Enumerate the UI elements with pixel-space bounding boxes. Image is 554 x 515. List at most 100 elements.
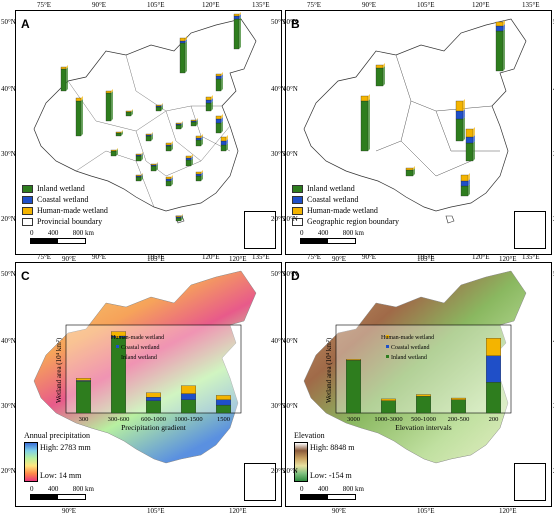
chart-bar xyxy=(215,395,231,400)
lat-left-label: 20°N xyxy=(271,215,286,223)
map-bar-segment xyxy=(233,15,240,20)
map-bar-side xyxy=(151,133,153,136)
chart-bar xyxy=(381,400,397,414)
chart-bar xyxy=(485,382,501,414)
panel-a-label: A xyxy=(21,17,30,31)
chart-bar xyxy=(145,400,161,414)
map-bar-side xyxy=(221,72,223,76)
map-bar-segment xyxy=(195,175,202,182)
map-bar-segment xyxy=(75,100,82,137)
map-bar-segment xyxy=(195,137,202,141)
map-bar-side xyxy=(196,119,198,122)
map-bar-segment xyxy=(215,118,222,124)
map-bar-side xyxy=(161,103,163,106)
china-outline-b xyxy=(303,18,527,212)
map-bar-side xyxy=(503,29,505,71)
map-bar-side xyxy=(201,170,203,174)
map-bar-segment xyxy=(495,21,504,27)
map-bar-segment xyxy=(165,180,172,187)
colorbar-c-high: High: 2783 mm xyxy=(40,443,91,452)
map-bar-segment xyxy=(220,136,227,142)
scale-b-2: 800 km xyxy=(342,229,364,237)
lat-left-label: 30°N xyxy=(271,402,286,410)
map-bar-segment xyxy=(460,180,469,187)
map-bar-segment xyxy=(190,119,197,122)
map-bar-side xyxy=(368,99,370,151)
map-bar-segment xyxy=(360,100,369,152)
map-bar-segment xyxy=(125,111,132,117)
map-bar-side xyxy=(151,132,153,135)
map-bar-segment xyxy=(135,155,142,162)
map-bar-segment xyxy=(195,173,202,177)
chart-bar xyxy=(485,355,501,383)
scale-d-2: 800 km xyxy=(342,485,364,493)
map-bar-segment xyxy=(110,150,117,157)
lon-top-label: 105°E xyxy=(417,1,435,9)
south-china-sea-inset-b xyxy=(514,211,546,249)
map-bar-segment xyxy=(179,40,186,44)
map-bar-side xyxy=(151,134,153,141)
map-bar-side xyxy=(473,141,475,161)
inland-swatch xyxy=(22,184,33,193)
map-bar-side xyxy=(201,136,203,140)
scale-bar-b: 0 400 800 km xyxy=(300,229,364,244)
map-bar-segment xyxy=(179,37,186,42)
panel-b-legend: Inland wetland Coastal wetland Human-mad… xyxy=(292,183,399,227)
chart-tick-label: 1000-3000 xyxy=(374,416,402,423)
human-swatch xyxy=(292,206,303,215)
chart-tick-label: 1500 xyxy=(217,416,230,423)
panel-d-label: D xyxy=(291,269,300,283)
map-bar-segment xyxy=(195,171,202,175)
map-bar-segment xyxy=(195,135,202,139)
map-bar-segment xyxy=(165,178,172,182)
map-bar-segment xyxy=(155,105,162,108)
map-bar-segment xyxy=(205,96,212,101)
map-bar-side xyxy=(226,143,228,151)
lon-bottom-label: 105°E xyxy=(417,507,435,515)
map-bar-segment xyxy=(135,174,142,177)
map-bar-segment xyxy=(150,165,157,172)
lat-right-label: 40°N xyxy=(283,85,298,93)
map-bar-segment xyxy=(185,155,192,159)
colorbar-d-high: High: 8848 m xyxy=(310,443,355,452)
chart-bar xyxy=(180,399,196,414)
map-bar-segment xyxy=(465,142,474,162)
chart-legend-label: Coastal wetland xyxy=(121,345,160,351)
lat-left-label: 40°N xyxy=(1,85,16,93)
map-bar-segment xyxy=(155,106,162,112)
inland-swatch xyxy=(292,184,303,193)
south-china-sea-inset-d xyxy=(514,463,546,501)
chart-bar xyxy=(145,397,161,401)
map-bar-segment xyxy=(460,174,469,182)
lat-left-label: 30°N xyxy=(1,150,16,158)
chart-tick-label: 600-1000 xyxy=(141,416,166,423)
lon-top-label: 105°E xyxy=(147,253,165,261)
lat-right-label: 50°N xyxy=(283,270,298,278)
map-bar-segment xyxy=(465,128,474,138)
lon-bottom-label: 120°E xyxy=(499,507,517,515)
lat-left-label: 50°N xyxy=(271,270,286,278)
map-bar-side xyxy=(463,109,465,119)
map-bar-segment xyxy=(405,167,414,171)
map-bar-segment xyxy=(145,133,152,136)
panel-a: A Inland wetland Coastal wetland Human-m… xyxy=(15,10,282,255)
map-bar-side xyxy=(161,104,163,107)
map-bar-segment xyxy=(233,13,240,17)
lon-bottom-label: 105°E xyxy=(147,507,165,515)
map-bar-side xyxy=(116,149,118,156)
map-bar-side xyxy=(171,143,173,146)
legend-boundary: Provincial boundary xyxy=(37,217,103,226)
map-bar-side xyxy=(473,135,475,143)
map-bar-side xyxy=(81,99,83,136)
map-bar-side xyxy=(191,158,193,166)
lon-bottom-label: 90°E xyxy=(62,507,77,515)
map-bar-segment xyxy=(165,145,172,152)
map-bar-segment xyxy=(495,30,504,72)
chart-bar xyxy=(450,397,466,400)
chart-legend-swatch xyxy=(386,345,389,348)
map-bar-segment xyxy=(195,139,202,147)
map-bar-side xyxy=(185,41,187,73)
map-bar-side xyxy=(226,135,228,141)
panel-b-map xyxy=(303,18,527,224)
map-bar-side xyxy=(239,14,241,19)
